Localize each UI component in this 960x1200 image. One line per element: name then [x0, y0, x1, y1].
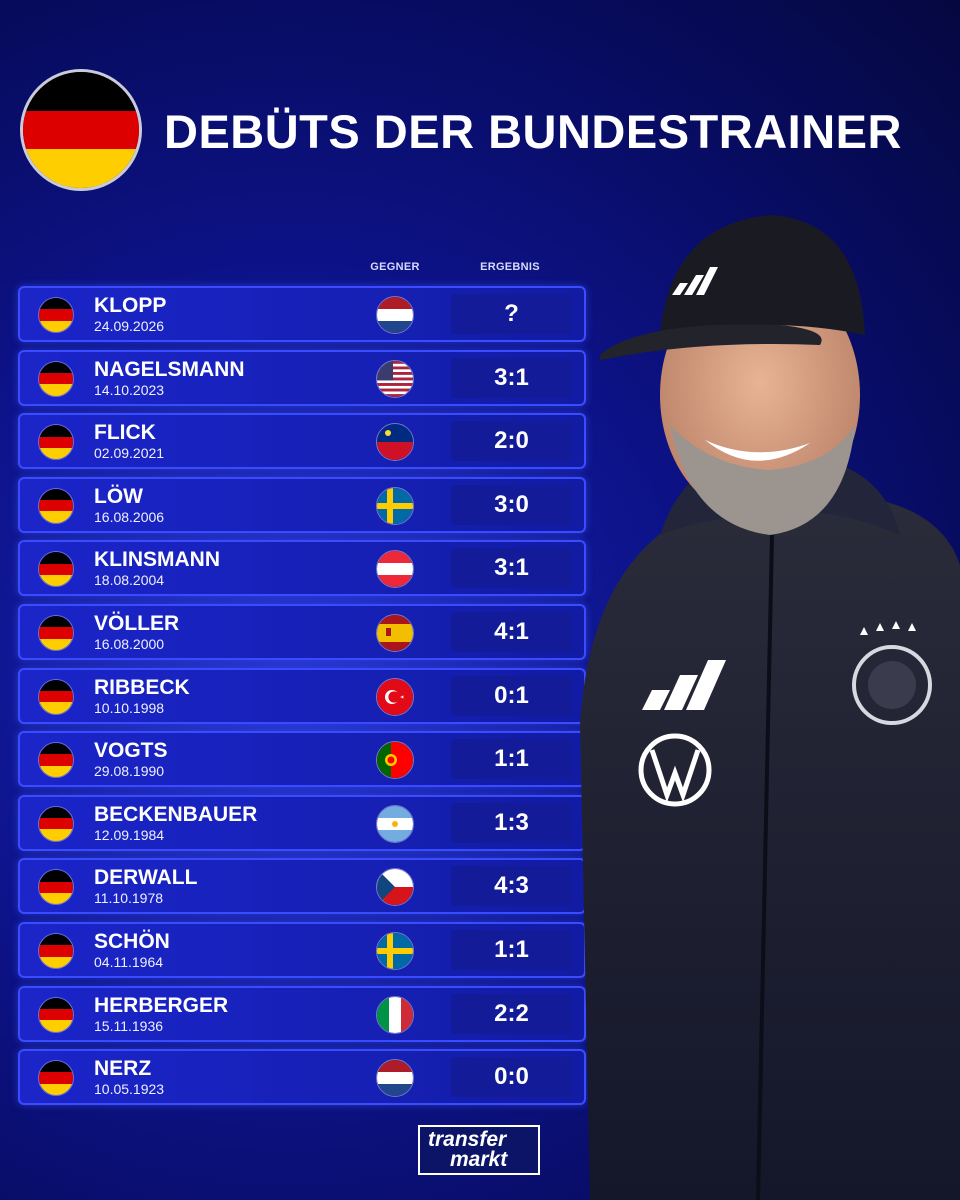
result-score: 3:0: [451, 484, 572, 525]
usa-flag-icon: [376, 359, 414, 398]
germany-flag-icon: [38, 1060, 74, 1097]
debut-date: 14.10.2023: [94, 381, 165, 398]
coach-row: VÖLLER 16.08.2000 4:1: [18, 603, 586, 660]
logo-text-line1: transfer: [428, 1128, 507, 1151]
spain-flag-icon: [376, 613, 414, 652]
coach-row: LÖW 16.08.2006 3:0: [18, 476, 586, 533]
coach-name: LÖW: [94, 484, 143, 508]
debut-date: 11.10.1978: [94, 890, 164, 907]
sweden-flag-icon: [376, 486, 414, 525]
result-score: 1:1: [451, 739, 572, 780]
netherlands-flag-icon: [376, 1059, 414, 1098]
portugal-flag-icon: [376, 741, 414, 780]
coach-name: BECKENBAUER: [94, 802, 258, 826]
austria-flag-icon: [376, 550, 414, 589]
coach-name: KLOPP: [94, 294, 167, 317]
result-score: 2:0: [451, 421, 572, 462]
column-header-opponent: GEGNER: [370, 261, 420, 273]
coach-row: KLOPP 24.09.2026 ?: [18, 286, 586, 342]
germany-flag-icon: [38, 614, 74, 651]
coach-name: NERZ: [94, 1057, 152, 1081]
liechtenstein-flag-icon: [376, 423, 414, 462]
result-score: 3:1: [451, 548, 572, 589]
result-score: 2:2: [451, 993, 572, 1034]
result-score: 1:3: [451, 802, 572, 843]
germany-flag-icon: [38, 487, 74, 524]
germany-flag-icon: [20, 69, 142, 191]
coach-row: NAGELSMANN 14.10.2023 3:1: [18, 349, 586, 406]
result-score: 3:1: [451, 357, 572, 398]
sweden-flag-icon: [376, 931, 414, 970]
coach-row: NERZ 10.05.1923 0:0: [18, 1049, 586, 1106]
coach-list: KLOPP 24.09.2026 ? NAGELSMANN 14.10.2023…: [18, 286, 586, 1113]
netherlands-flag-icon: [376, 296, 414, 334]
result-score: 1:1: [451, 929, 572, 970]
coach-row: BECKENBAUER 12.09.1984 1:3: [18, 794, 586, 851]
coach-photo: [580, 215, 960, 1200]
germany-flag-icon: [38, 678, 74, 715]
coach-row: SCHÖN 04.11.1964 1:1: [18, 921, 586, 978]
debut-date: 10.10.1998: [94, 699, 165, 716]
debut-date: 02.09.2021: [94, 445, 165, 462]
debut-date: 12.09.1984: [94, 826, 165, 843]
column-header-result: ERGEBNIS: [480, 261, 540, 273]
germany-flag-icon: [38, 551, 74, 588]
debut-date: 10.05.1923: [94, 1081, 165, 1098]
coach-row: FLICK 02.09.2021 2:0: [18, 413, 586, 470]
debut-date: 16.08.2006: [94, 508, 165, 525]
coach-row: DERWALL 11.10.1978 4:3: [18, 858, 586, 915]
coach-name: HERBERGER: [94, 993, 229, 1017]
page-title: DEBÜTS DER BUNDESTRAINER: [164, 105, 902, 158]
result-score: 0:0: [451, 1057, 572, 1098]
coach-name: VÖLLER: [94, 611, 180, 635]
coach-name: VOGTS: [94, 739, 168, 763]
germany-flag-icon: [38, 424, 74, 461]
coach-name: NAGELSMANN: [94, 357, 245, 381]
germany-flag-icon: [38, 297, 74, 333]
debut-date: 04.11.1964: [94, 953, 164, 970]
debut-date: 16.08.2000: [94, 635, 165, 652]
czechoslovakia-flag-icon: [376, 868, 414, 907]
debut-date: 15.11.1936: [94, 1017, 164, 1034]
result-score: 4:3: [451, 866, 572, 907]
turkey-flag-icon: [376, 677, 414, 716]
logo-text-line2: markt: [450, 1148, 508, 1171]
coach-row: KLINSMANN 18.08.2004 3:1: [18, 540, 586, 597]
result-score: 0:1: [451, 675, 572, 716]
italy-flag-icon: [376, 995, 414, 1034]
debut-date: 18.08.2004: [94, 572, 165, 589]
coach-row: HERBERGER 15.11.1936 2:2: [18, 985, 586, 1042]
coach-name: SCHÖN: [94, 929, 170, 953]
coach-name: DERWALL: [94, 866, 198, 890]
debut-date: 29.08.1990: [94, 763, 165, 780]
transfermarkt-logo: transfer markt: [418, 1125, 540, 1175]
coach-name: FLICK: [94, 421, 156, 445]
germany-flag-icon: [38, 360, 74, 397]
germany-flag-icon: [38, 805, 74, 842]
coach-row: VOGTS 29.08.1990 1:1: [18, 731, 586, 788]
result-score: 4:1: [451, 611, 572, 652]
coach-name: KLINSMANN: [94, 548, 220, 572]
coach-name: RIBBECK: [94, 675, 190, 699]
argentina-flag-icon: [376, 804, 414, 843]
germany-flag-icon: [38, 742, 74, 779]
result-score: ?: [451, 294, 572, 334]
debut-date: 24.09.2026: [94, 318, 165, 334]
coach-row: RIBBECK 10.10.1998 0:1: [18, 667, 586, 724]
germany-flag-icon: [38, 932, 74, 969]
germany-flag-icon: [38, 996, 74, 1033]
germany-flag-icon: [38, 869, 74, 906]
